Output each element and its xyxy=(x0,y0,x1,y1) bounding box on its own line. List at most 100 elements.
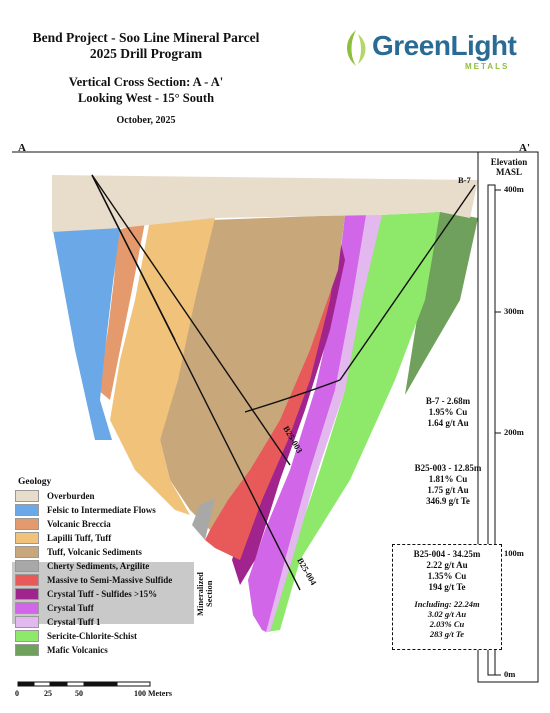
legend-swatch xyxy=(15,602,39,614)
intercept-b7: B-7 - 2.68m 1.95% Cu 1.64 g/t Au xyxy=(398,396,498,429)
b25004-inc4: 283 g/t Te xyxy=(429,629,465,639)
legend-item: Lapilli Tuff, Tuff xyxy=(15,532,111,544)
legend-label: Massive to Semi-Massive Sulfide xyxy=(47,575,173,585)
b25003-line2: 1.81% Cu xyxy=(428,474,468,484)
elev-tick-0: 0m xyxy=(504,669,516,679)
elevation-title: Elevation MASL xyxy=(484,157,534,177)
title-line-1: Bend Project - Soo Line Mineral Parcel xyxy=(32,30,260,45)
intercept-b25-003: B25-003 - 12.85m 1.81% Cu 1.75 g/t Au 34… xyxy=(398,463,498,507)
unit-crystal-tuff xyxy=(248,215,366,632)
b25004-line1: B25-004 - 34.25m xyxy=(413,549,481,559)
elev-tick-200: 200m xyxy=(504,427,524,437)
mineralized-section-box xyxy=(12,562,194,624)
unit-felsic-flows xyxy=(52,225,120,440)
drill-hole-b7-trace xyxy=(244,379,341,413)
legend-item: Sericite-Chlorite-Schist xyxy=(15,630,137,642)
legend-label: Cherty Sediments, Argilite xyxy=(47,561,150,571)
legend-swatch xyxy=(15,574,39,586)
legend-label: Tuff, Volcanic Sediments xyxy=(47,547,142,557)
legend-item: Crystal Tuff - Sulfides >15% xyxy=(15,588,157,600)
unit-volcanic-breccia xyxy=(98,222,145,400)
logo-word-green: Green xyxy=(372,30,451,61)
greenlight-logo-icon xyxy=(347,30,366,66)
label-b25-004: B25-004 xyxy=(295,556,319,587)
legend-item: Cherty Sediments, Argilite xyxy=(15,560,149,572)
scale-label-50: 50 xyxy=(75,689,83,698)
legend-swatch xyxy=(15,518,39,530)
mineralized-section-label: Mineralized Section xyxy=(195,572,214,616)
logo-word-light: Light xyxy=(450,30,517,61)
elev-tick-400: 400m xyxy=(504,184,524,194)
unit-overburden xyxy=(52,175,478,232)
label-b7: B-7 xyxy=(458,175,472,185)
b25003-line1: B25-003 - 12.85m xyxy=(414,463,482,473)
subtitle-line-1: Vertical Cross Section: A - A' xyxy=(68,75,224,89)
legend-label: Overburden xyxy=(47,491,95,501)
legend-swatch xyxy=(15,532,39,544)
b25004-inc3: 2.03% Cu xyxy=(429,619,465,629)
elev-tick-300: 300m xyxy=(504,306,524,316)
drill-hole-b7 xyxy=(339,184,476,381)
legend-item: Volcanic Breccia xyxy=(15,518,111,530)
drill-hole-b25-003 xyxy=(91,174,291,466)
elevation-bar xyxy=(487,184,496,676)
scale-label-0: 0 xyxy=(15,689,19,698)
legend-item: Crystal Tuff xyxy=(15,602,94,614)
intercept-b25-004: B25-004 - 34.25m 2.22 g/t Au 1.35% Cu 19… xyxy=(392,544,502,650)
elev-tick-100: 100m xyxy=(504,548,524,558)
legend-swatch xyxy=(15,504,39,516)
elevation-title-2: MASL xyxy=(495,167,522,177)
legend-label: Crystal Tuff - Sulfides >15% xyxy=(47,589,158,599)
section-label-a-prime: A' xyxy=(519,142,530,154)
unit-cherty-sediments xyxy=(192,498,215,540)
b25004-line3: 1.35% Cu xyxy=(427,571,467,581)
legend-item: Felsic to Intermediate Flows xyxy=(15,504,156,516)
b7-line3: 1.64 g/t Au xyxy=(427,418,469,428)
legend-swatch xyxy=(15,644,39,656)
elevation-title-1: Elevation xyxy=(490,157,528,167)
legend-swatch xyxy=(15,616,39,628)
legend-item: Mafic Volcanics xyxy=(15,644,108,656)
legend-label: Sericite-Chlorite-Schist xyxy=(47,631,137,641)
b25004-inc1: Including: 22.24m xyxy=(414,599,480,609)
scale-label-100: 100 Meters xyxy=(134,689,172,698)
legend-label: Crystal Tuff 1 xyxy=(47,617,101,627)
elevation-panel xyxy=(477,151,539,683)
scale-label-25: 25 xyxy=(44,689,52,698)
legend-swatch xyxy=(15,588,39,600)
legend-swatch xyxy=(15,560,39,572)
scale-bar xyxy=(17,681,151,687)
b7-line1: B-7 - 2.68m xyxy=(425,396,471,406)
unit-crystal-tuff-1 xyxy=(262,215,382,632)
b25004-inc2: 3.02 g/t Au xyxy=(427,609,467,619)
legend-swatch xyxy=(15,546,39,558)
legend-swatch xyxy=(15,490,39,502)
legend-item: Overburden xyxy=(15,490,95,502)
legend-label: Lapilli Tuff, Tuff xyxy=(47,533,112,543)
b25004-line4: 194 g/t Te xyxy=(428,582,466,592)
legend-label: Mafic Volcanics xyxy=(47,645,108,655)
b25004-line2: 2.22 g/t Au xyxy=(426,560,468,570)
legend-label: Felsic to Intermediate Flows xyxy=(47,505,156,515)
date-label: October, 2025 xyxy=(116,115,176,126)
legend-item: Tuff, Volcanic Sediments xyxy=(15,546,142,558)
legend-item: Crystal Tuff 1 xyxy=(15,616,101,628)
title-line-2: 2025 Drill Program xyxy=(89,46,203,61)
drill-hole-b25-004-2 xyxy=(91,174,176,341)
unit-mafic-volcanics xyxy=(405,210,478,395)
legend-item: Massive to Semi-Massive Sulfide xyxy=(15,574,172,586)
legend-label: Volcanic Breccia xyxy=(47,519,111,529)
b25003-line4: 346.9 g/t Te xyxy=(426,496,470,506)
b25003-line3: 1.75 g/t Au xyxy=(427,485,469,495)
legend-label: Crystal Tuff xyxy=(47,603,94,613)
unit-tuff-volcanic-sediments xyxy=(160,215,345,530)
logo-subtitle: METALS xyxy=(465,62,510,71)
subtitle-line-2: Looking West - 15° South xyxy=(77,91,215,105)
unit-lapilli-tuff xyxy=(110,218,215,515)
section-label-a: A xyxy=(18,142,26,154)
legend-swatch xyxy=(15,630,39,642)
unit-sericite-chlorite-schist xyxy=(266,212,440,632)
legend-title: Geology xyxy=(18,477,52,487)
logo-wordmark: GreenLight xyxy=(372,30,517,62)
